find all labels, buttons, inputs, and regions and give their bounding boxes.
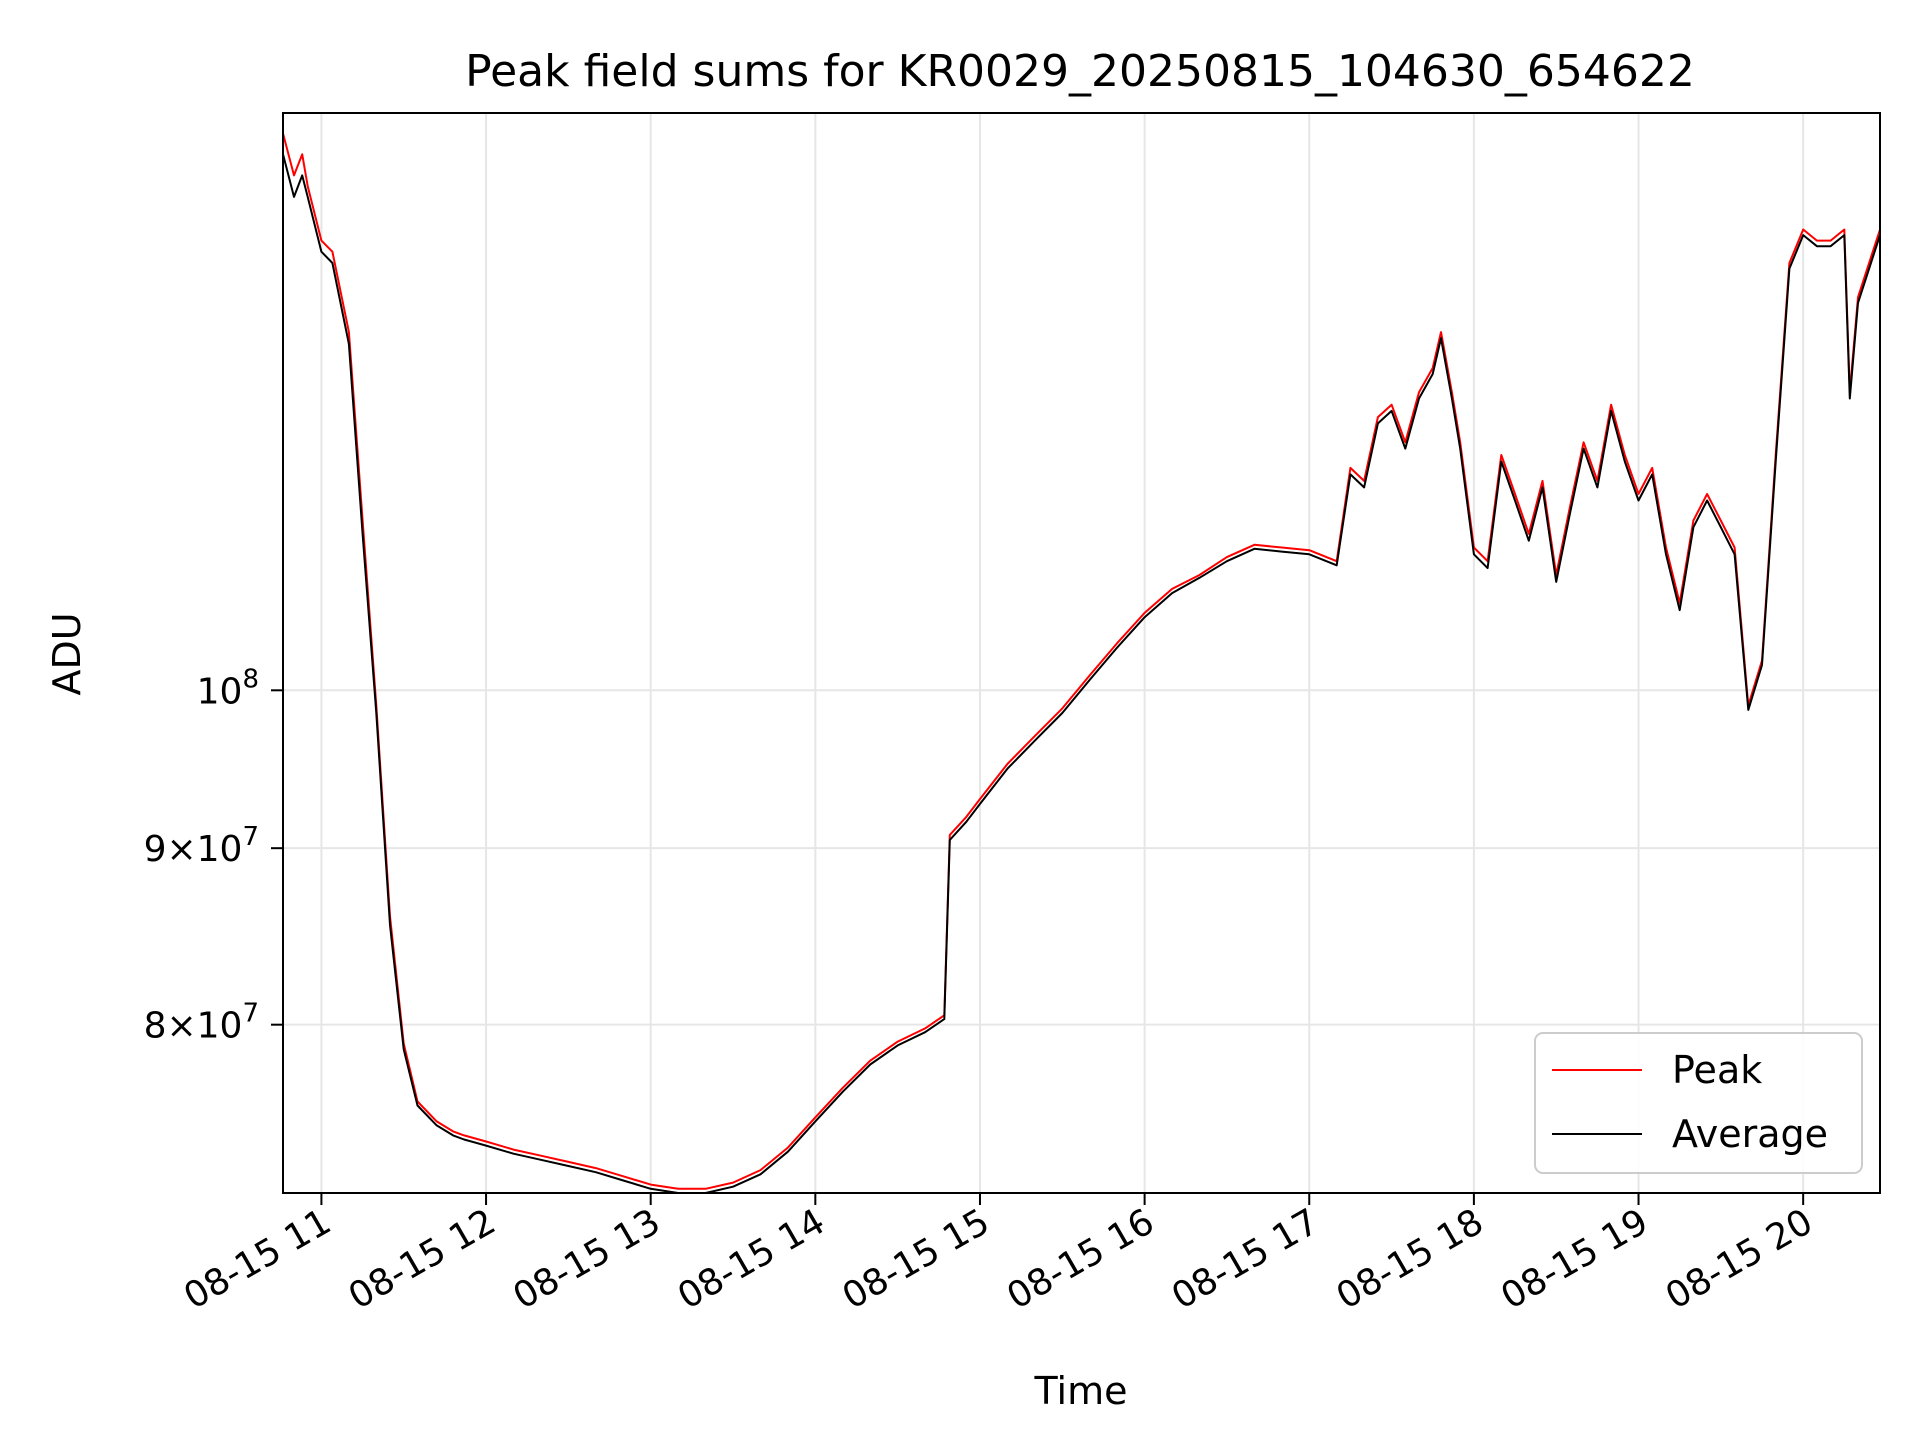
- y-axis-label: ADU: [45, 612, 89, 695]
- legend-box: [1534, 1032, 1863, 1174]
- grid: [283, 113, 1880, 1193]
- legend-label-peak: Peak: [1672, 1048, 1762, 1092]
- legend-label-average: Average: [1672, 1112, 1828, 1156]
- y-tick-label: 9×107: [144, 822, 259, 870]
- y-tick-label: 8×107: [144, 999, 259, 1047]
- x-axis-label: Time: [1034, 1369, 1128, 1413]
- y-tick-label: 108: [197, 664, 259, 712]
- series-line-peak: [282, 133, 1881, 1190]
- plot-frame: [282, 112, 1881, 1194]
- y-axis: 8×107 9×107 108: [144, 664, 283, 1047]
- chart-title: Peak field sums for KR0029_20250815_1046…: [465, 46, 1695, 97]
- series-lines: [282, 133, 1881, 1194]
- legend: Peak Average: [1534, 1032, 1863, 1174]
- series-line-average: [282, 154, 1881, 1194]
